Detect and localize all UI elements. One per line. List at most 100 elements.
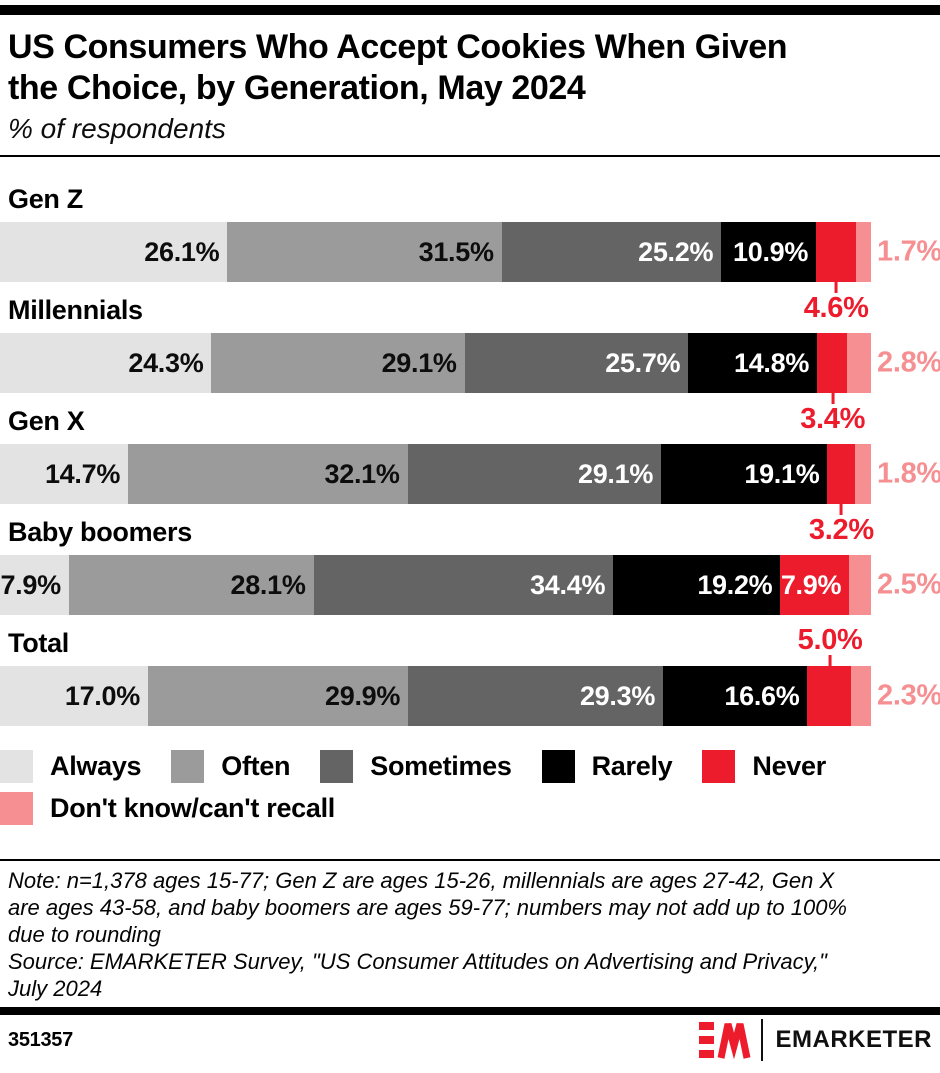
footer-accent-bar bbox=[0, 1007, 940, 1015]
brand-wordmark: EMARKETER bbox=[775, 1026, 932, 1053]
bar-track: 24.3% 29.1% 25.7% 14.8% 3.4% 2.8% bbox=[0, 333, 940, 434]
bar-segment-dont-know bbox=[850, 666, 871, 726]
stacked-bar: 24.3% 29.1% 25.7% 14.8% bbox=[0, 333, 871, 393]
never-callout-tick bbox=[839, 504, 843, 515]
bar-rows: Gen Z 26.1% 31.5% 25.2% 10.9% 4.6% 1.7% Millenn… bbox=[0, 185, 940, 726]
brand-divider bbox=[761, 1019, 764, 1061]
never-value-label: 4.6% bbox=[803, 292, 869, 324]
legend-label-often: Often bbox=[221, 751, 291, 781]
bar-segment-sometimes: 34.4% bbox=[313, 555, 614, 615]
chart-title-line1: US Consumers Who Accept Cookies When Giv… bbox=[8, 28, 788, 66]
bar-group-millennials: Millennials 24.3% 29.1% 25.7% 14.8% 3.4% 2.8% bbox=[0, 295, 940, 434]
bar-segment-sometimes: 25.2% bbox=[501, 222, 722, 282]
bar-segment-rarely: 19.1% bbox=[661, 444, 828, 504]
never-callout: 5.0% bbox=[798, 625, 863, 666]
brand-lockup: EMARKETER bbox=[699, 1019, 932, 1061]
bar-group-gen-x: Gen X 14.7% 32.1% 29.1% 19.1% 3.2% 1.8% bbox=[0, 406, 940, 545]
bar-group-baby-boomers: Baby boomers 7.9% 28.1% 34.4% 19.2% 7.9% 2.5% bbox=[0, 518, 940, 615]
bar-segment-always: 14.7% bbox=[0, 444, 129, 504]
legend-swatch-always bbox=[0, 750, 33, 783]
bar-segment-never bbox=[827, 444, 856, 504]
dont-know-value-label: 1.8% bbox=[877, 457, 940, 490]
stacked-bar: 14.7% 32.1% 29.1% 19.1% bbox=[0, 444, 871, 504]
legend-swatch-dont-know bbox=[0, 792, 33, 825]
legend: Always Often Sometimes Rarely Never Don't kno… bbox=[0, 750, 940, 825]
legend-item-rarely: Rarely bbox=[541, 750, 673, 783]
legend-swatch-rarely bbox=[541, 750, 575, 783]
never-value-label: 5.0% bbox=[797, 624, 863, 656]
stacked-bar-chart: Gen Z 26.1% 31.5% 25.2% 10.9% 4.6% 1.7% Millenn… bbox=[0, 157, 940, 726]
bar-segment-sometimes: 29.3% bbox=[408, 666, 664, 726]
stacked-bar: 7.9% 28.1% 34.4% 19.2% 7.9% bbox=[0, 555, 871, 615]
chart-id: 351357 bbox=[8, 1028, 73, 1051]
bar-segment-often: 32.1% bbox=[128, 444, 408, 504]
bar-segment-dont-know bbox=[855, 444, 871, 504]
note-line: Note: n=1,378 ages 15-77; Gen Z are ages… bbox=[8, 868, 835, 893]
bar-segment-often: 31.5% bbox=[227, 222, 502, 282]
legend-row-1: Always Often Sometimes Rarely Never bbox=[0, 750, 940, 783]
never-callout-tick bbox=[828, 655, 832, 666]
category-label: Millennials bbox=[8, 295, 143, 325]
legend-label-dont-know: Don't know/can't recall bbox=[50, 793, 335, 823]
stacked-bar: 26.1% 31.5% 25.2% 10.9% bbox=[0, 222, 871, 282]
bar-segment-always: 17.0% bbox=[0, 666, 148, 726]
bar-segment-sometimes: 25.7% bbox=[464, 333, 689, 393]
legend-row-2: Don't know/can't recall bbox=[0, 792, 940, 825]
bar-segment-always: 7.9% bbox=[0, 555, 69, 615]
bar-segment-often: 29.9% bbox=[147, 666, 409, 726]
bar-segment-rarely: 10.9% bbox=[721, 222, 817, 282]
never-callout-tick bbox=[834, 282, 838, 293]
bar-segment-never bbox=[816, 222, 857, 282]
never-callout: 3.4% bbox=[800, 393, 865, 434]
bar-segment-rarely: 16.6% bbox=[663, 666, 808, 726]
bar-segment-rarely: 14.8% bbox=[688, 333, 818, 393]
bar-segment-sometimes: 29.1% bbox=[407, 444, 662, 504]
chart-header: US Consumers Who Accept Cookies When Giv… bbox=[0, 15, 940, 147]
legend-item-always: Always bbox=[0, 750, 142, 783]
never-callout: 3.2% bbox=[809, 504, 874, 545]
bar-track: 17.0% 29.9% 29.3% 16.6% 5.0% 2.3% bbox=[0, 625, 940, 726]
legend-swatch-often bbox=[171, 750, 205, 783]
bar-track: 7.9% 28.1% 34.4% 19.2% 7.9% 2.5% bbox=[0, 555, 940, 615]
source-line: July 2024 bbox=[8, 976, 103, 1001]
legend-swatch-never bbox=[702, 750, 736, 783]
category-label: Total bbox=[8, 628, 69, 658]
legend-swatch-sometimes bbox=[320, 750, 354, 783]
bar-segment-dont-know bbox=[849, 555, 871, 615]
note-line: due to rounding bbox=[8, 922, 161, 947]
legend-label-rarely: Rarely bbox=[591, 751, 673, 781]
never-value-label: 3.2% bbox=[808, 514, 874, 546]
bar-track: 26.1% 31.5% 25.2% 10.9% 4.6% 1.7% bbox=[0, 222, 940, 323]
chart-page: US Consumers Who Accept Cookies When Giv… bbox=[0, 5, 940, 1073]
category-label: Baby boomers bbox=[8, 517, 192, 547]
chart-footer: 351357 EMARKETER bbox=[0, 1015, 940, 1065]
bar-segment-always: 26.1% bbox=[0, 222, 228, 282]
legend-item-sometimes: Sometimes bbox=[320, 750, 512, 783]
bar-segment-never bbox=[807, 666, 851, 726]
category-label: Gen X bbox=[8, 406, 85, 436]
dont-know-value-label: 1.7% bbox=[877, 235, 940, 268]
bar-track: 14.7% 32.1% 29.1% 19.1% 3.2% 1.8% bbox=[0, 444, 940, 545]
bar-segment-never bbox=[817, 333, 847, 393]
bar-segment-dont-know bbox=[846, 333, 871, 393]
bar-segment-never: 7.9% bbox=[780, 555, 850, 615]
bar-group-gen-z: Gen Z 26.1% 31.5% 25.2% 10.9% 4.6% 1.7% bbox=[0, 185, 940, 323]
bar-segment-dont-know bbox=[856, 222, 871, 282]
chart-notes: Note: n=1,378 ages 15-77; Gen Z are ages… bbox=[0, 861, 940, 1002]
never-callout-tick bbox=[831, 393, 835, 404]
legend-label-always: Always bbox=[50, 751, 142, 781]
bar-segment-often: 28.1% bbox=[68, 555, 314, 615]
emarketer-logo-icon bbox=[699, 1021, 751, 1059]
legend-item-never: Never bbox=[702, 750, 826, 783]
note-line: are ages 43-58, and baby boomers are age… bbox=[8, 895, 847, 920]
legend-label-sometimes: Sometimes bbox=[370, 751, 512, 781]
dont-know-value-label: 2.8% bbox=[877, 346, 940, 379]
stacked-bar: 17.0% 29.9% 29.3% 16.6% bbox=[0, 666, 871, 726]
header-divider bbox=[0, 155, 940, 157]
bar-segment-often: 29.1% bbox=[211, 333, 465, 393]
bar-segment-rarely: 19.2% bbox=[613, 555, 781, 615]
bar-segment-always: 24.3% bbox=[0, 333, 212, 393]
legend-item-dont-know: Don't know/can't recall bbox=[0, 792, 335, 825]
dont-know-value-label: 2.5% bbox=[877, 568, 940, 601]
dont-know-value-label: 2.3% bbox=[877, 679, 940, 712]
